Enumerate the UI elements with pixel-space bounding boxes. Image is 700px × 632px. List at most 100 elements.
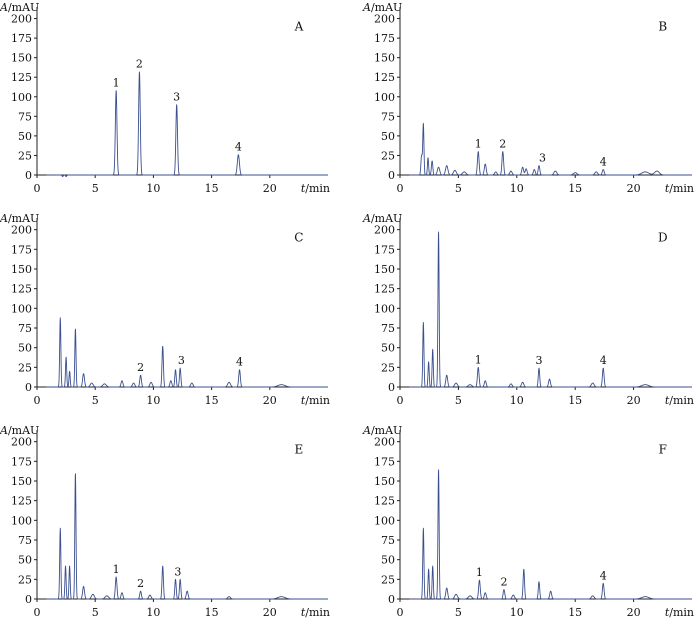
y-tick-label-e: 100 [11,514,32,527]
x-tick-label-b: 5 [455,182,462,195]
y-tick-label-d: 125 [374,283,395,296]
peak-label-b: 4 [600,156,607,169]
y-tick-label-a: 25 [18,149,32,162]
x-tick-label-f: 15 [568,606,582,619]
y-tick-label-b: 0 [388,169,395,182]
y-tick-label-e: 125 [11,495,32,508]
x-tick-label-c: 5 [92,394,99,407]
y-axis-title-e: A/mAU [0,424,39,437]
chromatogram-trace-b [419,123,692,175]
x-tick-label-e: 5 [92,606,99,619]
y-tick-label-b: 150 [374,52,395,65]
y-tick-label-f: 175 [374,455,395,468]
y-tick-label-f: 125 [374,495,395,508]
x-tick-label-e: 10 [146,606,160,619]
y-axis-unit-f: /mAU [371,424,402,437]
x-axis-title-a: t/min [301,182,330,195]
y-tick-label-f: 0 [388,593,395,606]
y-axis-unit-e: /mAU [8,424,39,437]
chromatogram-trace-e [56,474,328,599]
x-axis-unit-f: /min [669,606,694,619]
x-axis-unit-e: /min [305,606,330,619]
peak-label-a: 2 [136,58,143,71]
x-tick-label-d: 5 [455,394,462,407]
y-axis-var-c: A [0,212,8,225]
peak-label-e: 1 [113,563,120,576]
peak-label-c: 4 [236,356,243,369]
peak-label-d: 3 [535,354,542,367]
y-tick-label-e: 75 [18,534,32,547]
x-tick-label-f: 5 [455,606,462,619]
peak-label-b: 3 [539,152,546,165]
x-tick-label-b: 10 [510,182,524,195]
x-axis-title-c: t/min [301,394,330,407]
peak-label-a: 1 [113,77,120,90]
y-axis-title-c: A/mAU [0,212,39,225]
y-tick-label-c: 125 [11,283,32,296]
y-tick-label-c: 150 [11,263,32,276]
y-tick-label-b: 50 [381,130,395,143]
x-tick-label-f: 0 [397,606,404,619]
y-tick-label-e: 150 [11,475,32,488]
y-tick-label-e: 25 [18,573,32,586]
peak-label-c: 3 [178,354,185,367]
y-tick-label-c: 175 [11,243,32,256]
x-axis-title-b: t/min [665,182,694,195]
y-tick-label-d: 50 [381,342,395,355]
y-tick-label-d: 150 [374,263,395,276]
y-tick-label-f: 100 [374,514,395,527]
y-axis-title-d: A/mAU [362,212,402,225]
y-axis-unit-a: /mAU [8,1,39,14]
y-tick-label-a: 200 [11,13,32,26]
y-axis-title-a: A/mAU [0,1,39,14]
peak-label-a: 4 [235,141,242,154]
x-tick-label-a: 15 [205,182,219,195]
y-tick-label-c: 75 [18,322,32,335]
y-axis-unit-c: /mAU [8,212,39,225]
x-tick-label-e: 0 [34,606,41,619]
peak-label-f: 4 [600,569,607,582]
y-axis-title-b: A/mAU [362,1,402,14]
x-axis-unit-b: /min [669,182,694,195]
peak-label-a: 3 [173,91,180,104]
x-axis-unit-d: /min [669,394,694,407]
x-axis-title-e: t/min [301,606,330,619]
y-axis-var-b: A [362,1,371,14]
panel-letter-e: E [295,442,304,456]
y-tick-label-f: 200 [374,436,395,449]
y-tick-label-c: 100 [11,302,32,315]
y-tick-label-b: 200 [374,13,395,26]
x-tick-label-b: 0 [397,182,404,195]
x-tick-label-d: 20 [627,394,641,407]
y-tick-label-d: 25 [381,361,395,374]
x-tick-label-d: 15 [568,394,582,407]
x-axis-unit-c: /min [305,394,330,407]
y-tick-label-d: 0 [388,381,395,394]
y-tick-label-a: 175 [11,32,32,45]
chromatogram-trace-f [419,470,692,599]
chromatogram-trace-a [56,72,328,177]
peak-label-c: 2 [137,361,144,374]
y-tick-label-f: 150 [374,475,395,488]
peak-label-f: 1 [476,566,483,579]
y-tick-label-c: 25 [18,361,32,374]
peak-label-b: 1 [475,138,482,151]
y-tick-label-c: 200 [11,224,32,237]
y-tick-label-b: 125 [374,71,395,84]
y-tick-label-c: 50 [18,342,32,355]
y-tick-label-b: 100 [374,91,395,104]
y-tick-label-f: 75 [381,534,395,547]
y-axis-var-f: A [362,424,371,437]
y-tick-label-b: 175 [374,32,395,45]
peak-label-e: 3 [174,565,181,578]
y-tick-label-d: 200 [374,224,395,237]
x-tick-label-a: 0 [34,182,41,195]
y-tick-label-e: 0 [25,593,32,606]
x-tick-label-c: 0 [34,394,41,407]
